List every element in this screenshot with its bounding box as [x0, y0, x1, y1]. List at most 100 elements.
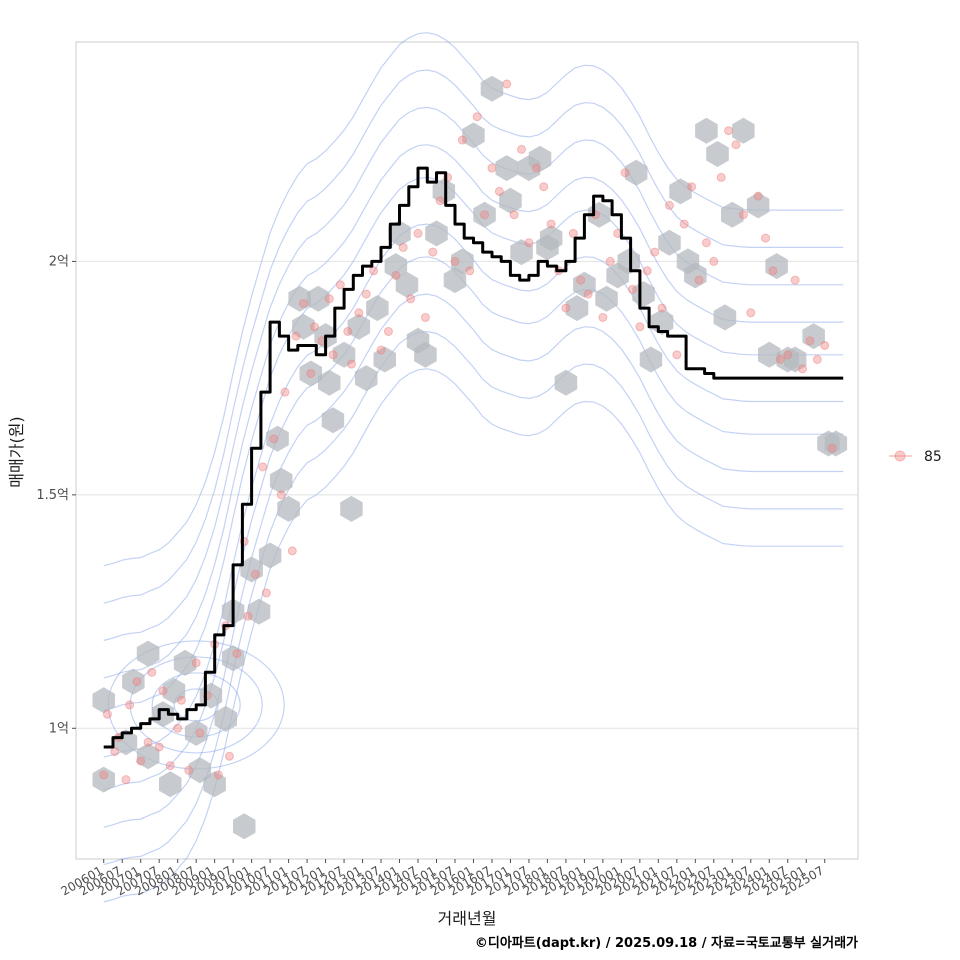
data-point — [531, 163, 541, 173]
hexbin — [332, 341, 356, 368]
hexbin-layer — [92, 75, 848, 840]
data-point — [568, 228, 578, 238]
data-point — [121, 775, 131, 785]
hexbin — [114, 729, 138, 756]
hexbin — [713, 304, 737, 331]
hexbin — [247, 598, 271, 625]
hexbin — [528, 145, 552, 172]
data-point — [309, 322, 319, 332]
data-point — [102, 709, 112, 719]
data-point — [287, 546, 297, 556]
scatter-points — [99, 79, 837, 785]
hexbin — [565, 295, 589, 322]
data-point — [324, 294, 334, 304]
data-point — [539, 182, 549, 192]
hexbin — [732, 117, 755, 144]
data-point — [583, 289, 593, 299]
x-axis-title: 거래년월 — [438, 909, 497, 928]
hexbin — [136, 640, 160, 667]
y-tick-label: 2억 — [49, 254, 69, 269]
data-point — [775, 354, 785, 364]
legend-label: 85 — [924, 449, 942, 465]
hexbin — [159, 771, 182, 798]
hexbin — [480, 75, 504, 102]
hexbin — [321, 407, 345, 434]
x-axis-ticks: 2006012006072007012007072008012008072009… — [59, 859, 826, 899]
data-point — [472, 112, 482, 122]
data-point — [110, 747, 120, 757]
data-point — [243, 611, 253, 621]
data-point — [328, 350, 338, 360]
hexbin — [299, 360, 322, 387]
hexbin — [802, 323, 825, 350]
data-point — [184, 765, 194, 775]
data-point — [509, 210, 519, 220]
hexbin — [318, 369, 341, 396]
data-point — [269, 434, 279, 444]
data-point — [435, 196, 445, 206]
data-point — [731, 140, 741, 150]
data-point — [620, 168, 630, 178]
hexbin — [173, 649, 197, 676]
hexbin — [451, 248, 474, 275]
density-contour — [103, 368, 844, 903]
data-point — [605, 256, 615, 266]
data-point — [276, 490, 286, 500]
data-point — [346, 359, 356, 369]
density-contour — [103, 330, 844, 866]
hexbin — [162, 677, 186, 704]
hexbin — [499, 187, 522, 214]
hexbin — [639, 346, 663, 373]
hexbin — [539, 225, 563, 252]
data-point — [154, 742, 164, 752]
data-point — [576, 275, 586, 285]
data-point — [679, 219, 689, 229]
data-point — [99, 770, 109, 780]
data-point — [502, 79, 512, 89]
data-point — [258, 462, 268, 472]
data-point — [250, 569, 260, 579]
data-point — [642, 266, 652, 276]
y-axis-ticks: 1억 1.5억 2억 — [36, 254, 76, 736]
hexbin — [347, 313, 371, 340]
data-point — [487, 163, 497, 173]
data-point — [724, 126, 734, 136]
data-point — [790, 275, 800, 285]
data-point — [125, 700, 135, 710]
data-point — [738, 210, 748, 220]
hexbin — [462, 122, 485, 149]
data-point — [783, 350, 793, 360]
hexbin — [624, 159, 648, 186]
hexbin — [214, 705, 237, 732]
hexbin — [277, 495, 300, 522]
data-point — [335, 280, 345, 290]
data-point — [694, 275, 704, 285]
data-point — [709, 256, 719, 266]
data-point — [657, 303, 667, 313]
hexbin — [495, 155, 518, 182]
hexbin — [366, 295, 389, 322]
data-point — [213, 770, 223, 780]
data-point — [369, 266, 379, 276]
hexbin — [395, 271, 419, 298]
y-axis-title: 매매가(원) — [7, 416, 26, 487]
data-point — [391, 270, 401, 280]
hexbin — [233, 813, 256, 840]
data-point — [746, 308, 756, 318]
data-point — [376, 345, 386, 355]
data-point — [827, 443, 837, 453]
data-point — [768, 266, 778, 276]
hexbin — [203, 771, 226, 798]
trend-line — [103, 166, 844, 749]
data-point — [687, 182, 697, 192]
hexbin — [746, 192, 770, 219]
source-caption: ©디아파트(dapt.kr) / 2025.09.18 / 자료=국토교통부 실… — [475, 935, 858, 951]
data-point — [546, 219, 556, 229]
hexbin — [288, 285, 311, 312]
hexbin — [340, 495, 363, 522]
hexbin — [617, 248, 640, 275]
data-point — [517, 144, 527, 154]
hexbin — [632, 281, 655, 308]
data-point — [165, 761, 175, 771]
